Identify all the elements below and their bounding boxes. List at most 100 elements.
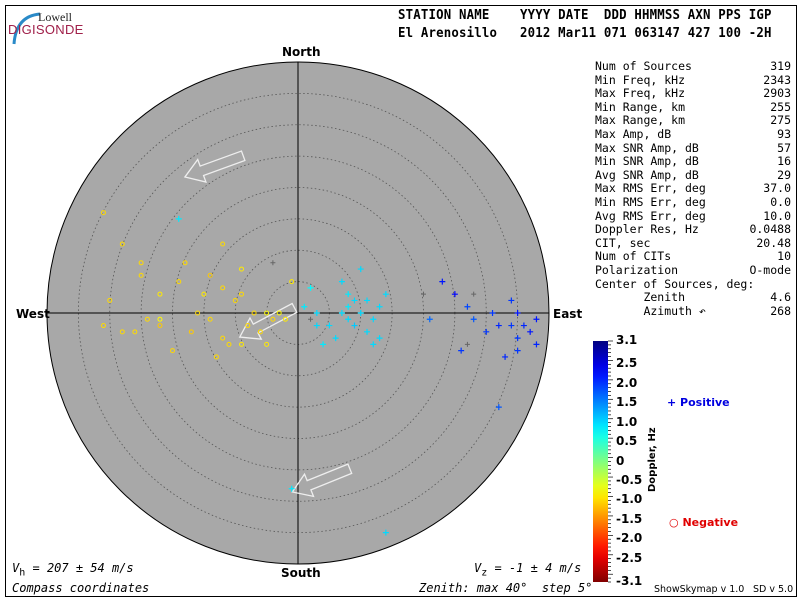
legend-positive: + Positive — [667, 396, 730, 409]
positive-source — [495, 404, 502, 411]
negative-source — [289, 279, 295, 285]
negative-source — [270, 316, 276, 322]
velocity-arrow — [183, 150, 246, 183]
stat-row: Max Freq, kHz 2903 — [595, 87, 791, 101]
stat-label: Avg SNR Amp, dB — [595, 167, 699, 182]
logo-digisonde: DIGISONDE — [8, 22, 84, 37]
negative-source — [100, 210, 106, 216]
colorbar-tick-label: 2.5 — [616, 356, 638, 371]
positive-source — [514, 347, 521, 354]
stat-value: 275 — [770, 113, 791, 128]
negative-source — [257, 329, 263, 335]
stat-label: Polarization — [595, 262, 679, 277]
negative-source — [195, 310, 201, 316]
stat-row: Max RMS Err, deg 37.0 — [595, 182, 791, 196]
stat-row: Min SNR Amp, dB 16 — [595, 155, 791, 169]
skymap-frame — [5, 5, 797, 597]
stat-row: Min RMS Err, deg 0.0 — [595, 194, 791, 210]
stat-value: 20.48 — [756, 235, 791, 250]
stat-value: 255 — [770, 99, 791, 114]
positive-source — [364, 297, 371, 304]
stat-row: Polarization O-mode — [595, 262, 791, 278]
velocity-arrow — [238, 302, 298, 340]
negative-source — [170, 348, 175, 354]
positive-source — [313, 310, 320, 316]
positive-source — [382, 529, 389, 536]
stat-label: CIT, sec — [595, 235, 651, 250]
stat-label: Min Freq, kHz — [595, 72, 686, 87]
positive-source — [326, 322, 333, 329]
header-labels: STATION NAME YYYY DATE DDD HHMMSS AXN PP… — [398, 8, 772, 23]
negative-source — [188, 329, 194, 335]
positive-source — [313, 322, 320, 329]
positive-source — [426, 316, 433, 323]
stat-row: Doppler Res, Hz 0.0488 — [595, 223, 791, 237]
positive-source — [382, 291, 389, 298]
stat-label: Min Range, km — [595, 99, 686, 114]
positive-source — [175, 215, 182, 222]
positive-source — [376, 335, 383, 342]
stat-row: Max SNR Amp, dB 57 — [595, 140, 791, 156]
positive-source — [508, 297, 515, 304]
stat-value: 93 — [777, 126, 791, 141]
positive-source — [357, 266, 364, 273]
negative-source — [239, 291, 245, 297]
positive-source — [370, 341, 377, 348]
stat-value: 0.0488 — [749, 222, 791, 237]
negative-source — [138, 272, 144, 278]
negative-source — [201, 291, 207, 297]
stat-value: 57 — [777, 140, 791, 155]
stat-label: Min SNR Amp, dB — [595, 154, 699, 169]
colorbar-tick-label: 1.0 — [616, 414, 638, 429]
positive-source — [345, 303, 352, 310]
positive-source — [458, 347, 465, 354]
legend-negative: ○ Negative — [669, 516, 739, 529]
stat-row: Zenith 4.6 — [595, 290, 791, 305]
positive-source — [533, 341, 540, 348]
stat-value: 10.0 — [763, 208, 791, 223]
negative-source — [220, 241, 226, 247]
positive-source — [351, 297, 358, 304]
stat-value: 16 — [777, 154, 791, 169]
negative-source — [144, 316, 150, 322]
positive-source — [320, 341, 327, 348]
stat-row: Min Freq, kHz 2343 — [595, 72, 791, 88]
stat-label: Max Amp, dB — [595, 126, 672, 141]
colorbar-tick-label: 0 — [616, 453, 625, 468]
positive-source — [439, 278, 446, 285]
velocity-arrow — [291, 463, 353, 498]
stat-label: Min RMS Err, deg — [595, 194, 706, 209]
colorbar-tick-label: -2.0 — [616, 531, 643, 546]
stat-row: Avg SNR Amp, dB 29 — [595, 167, 791, 183]
zero-doppler-source — [270, 260, 276, 266]
stat-label: Max Range, km — [595, 113, 686, 128]
colorbar-tick-label: 2.0 — [616, 375, 638, 390]
logo-lowell: Lowell — [38, 10, 72, 24]
colorbar-tick-label: 3.1 — [616, 333, 638, 347]
negative-source — [107, 297, 113, 303]
colorbar-label: Doppler, Hz — [647, 427, 658, 492]
positive-source — [370, 316, 377, 323]
negative-source — [119, 241, 125, 247]
positive-source — [351, 322, 358, 329]
positive-source — [338, 310, 345, 316]
statistics-panel: Num of Sources 319 Min Freq, kHz 2343 Max Fr… — [595, 59, 791, 318]
sd-version: SD v 5.0 — [753, 584, 794, 595]
negative-source — [220, 285, 226, 291]
stat-label: Center of Sources, deg: — [595, 276, 755, 291]
colorbar-tick-label: -2.5 — [616, 550, 643, 565]
coordinate-system: Compass coordinates — [12, 581, 150, 595]
stat-row: Max Range, km 275 — [595, 114, 791, 128]
stat-value: 10 — [777, 249, 791, 264]
colorbar-tick-label: -1.0 — [616, 492, 643, 507]
negative-source — [226, 341, 232, 347]
stat-label: Doppler Res, Hz — [595, 222, 699, 237]
negative-source — [276, 310, 282, 316]
positive-source — [345, 291, 352, 298]
positive-source — [502, 353, 509, 360]
digisonde-logo — [12, 12, 41, 45]
negative-source — [157, 323, 163, 329]
direction-south: South — [281, 566, 321, 580]
positive-source — [495, 322, 502, 329]
positive-source — [332, 335, 339, 342]
